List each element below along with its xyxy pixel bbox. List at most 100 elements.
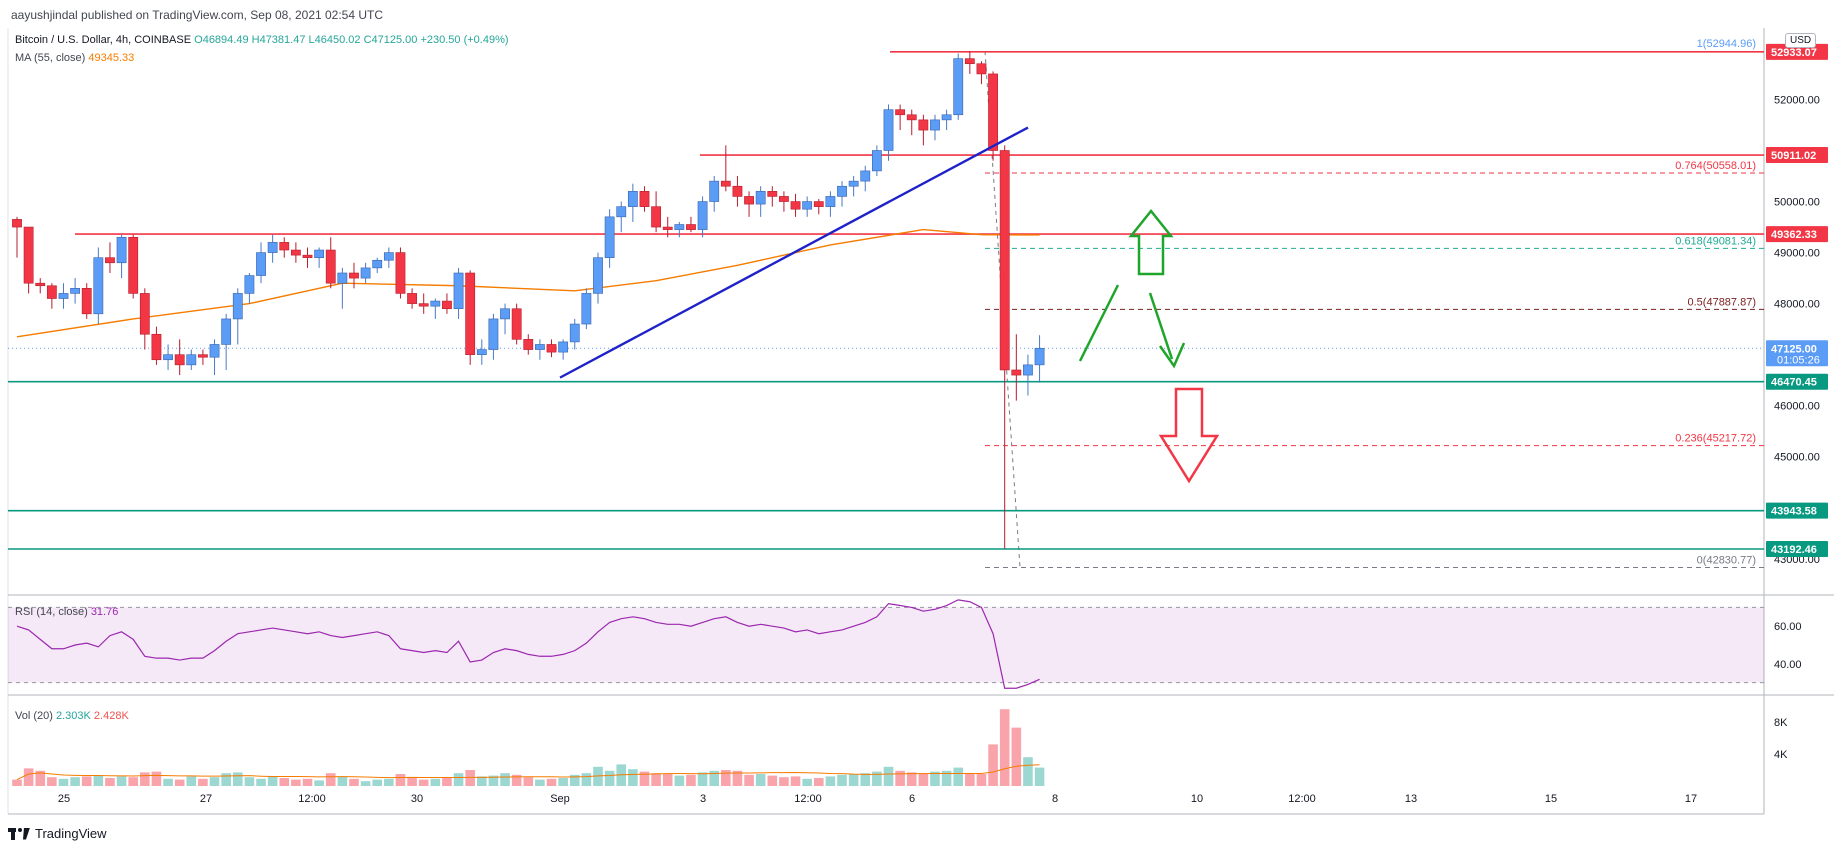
candle-body	[186, 354, 197, 366]
volume-bar	[918, 773, 929, 786]
candle-body	[256, 252, 266, 276]
candle-body	[906, 114, 917, 121]
volume-bar	[407, 777, 417, 786]
volume-bar	[558, 778, 568, 786]
green-up-arrow	[1128, 208, 1174, 276]
price-tick-label: 49000.00	[1774, 248, 1820, 260]
volume-bar	[697, 772, 708, 786]
candle-body	[383, 252, 394, 261]
candle-body	[198, 354, 208, 358]
volume-bar	[70, 777, 80, 786]
candle-body	[128, 236, 139, 294]
volume-bar	[47, 777, 57, 786]
candle-body	[349, 272, 359, 279]
candle-body	[476, 349, 487, 355]
volume-bar	[35, 770, 46, 786]
price-tag-label: 43192.46	[1771, 544, 1817, 556]
time-tick-label: 25	[58, 793, 70, 805]
volume-bar	[639, 771, 650, 786]
candle-body	[139, 293, 150, 335]
candle-body	[918, 119, 929, 131]
candle-body	[848, 180, 859, 187]
candle-body	[837, 185, 847, 197]
price-tick-label: 50000.00	[1774, 197, 1820, 209]
volume-bar	[395, 774, 406, 786]
volume-bar	[488, 775, 499, 786]
volume-bar	[140, 772, 150, 786]
volume-bar	[163, 778, 173, 786]
volume-bar	[360, 781, 371, 786]
volume-bar	[837, 774, 847, 786]
candle-body	[105, 257, 115, 264]
footer: TradingView	[8, 826, 107, 841]
candle-body	[639, 191, 650, 207]
candle-body	[221, 318, 232, 345]
candle-body	[93, 257, 104, 315]
symbol-header: Bitcoin / U.S. Dollar, 4h, COINBASE O468…	[15, 34, 509, 46]
volume-value-2: 2.428K	[93, 710, 129, 722]
time-tick-label: 17	[1685, 793, 1697, 805]
candle-body	[360, 267, 371, 279]
volume-bar	[174, 779, 185, 786]
volume-bar	[686, 774, 696, 786]
time-tick-label: 12:00	[298, 793, 326, 805]
candle-body	[686, 224, 696, 230]
candle-body	[825, 196, 836, 207]
candle-body	[627, 191, 638, 207]
price-tick-label: 48000.00	[1774, 299, 1820, 311]
tradingview-logo-icon	[8, 827, 30, 840]
candle-body	[511, 308, 522, 340]
candle-body	[325, 249, 336, 284]
candle-body	[813, 201, 824, 207]
candle-body	[744, 196, 754, 205]
volume-bar	[581, 773, 592, 786]
volume-bar	[651, 773, 661, 786]
candle-body	[279, 242, 290, 251]
candle-body	[616, 206, 627, 218]
candle-body	[569, 323, 580, 343]
candle-body	[674, 224, 685, 230]
volume-bar	[372, 779, 383, 786]
candle-body	[593, 257, 603, 294]
volume-bar	[523, 777, 534, 786]
candle-body	[453, 272, 464, 310]
volume-bar	[302, 778, 313, 786]
time-tick-label: 15	[1545, 793, 1557, 805]
candle-body	[1034, 347, 1045, 366]
price-tag-box	[1766, 541, 1828, 558]
volume-bar	[314, 780, 324, 786]
volume-bar	[23, 768, 34, 786]
candle-body	[988, 73, 998, 151]
price-tag-box	[1766, 340, 1828, 367]
volume-bar	[732, 770, 743, 786]
volume-bar	[883, 766, 894, 786]
volume-bar	[349, 778, 359, 786]
candle-body	[767, 191, 778, 197]
currency-badge[interactable]: USD	[1785, 33, 1817, 48]
volume-bar	[58, 778, 69, 786]
fib-level-label: 0.5(47887.87)	[1688, 296, 1757, 308]
candle-body	[883, 109, 894, 151]
price-tag-label: 50911.02	[1771, 150, 1816, 162]
fib-level-label: 1(52944.96)	[1697, 38, 1756, 50]
rsi-legend: RSI (14, close) 31.76	[15, 606, 118, 618]
candle-body	[163, 354, 173, 361]
volume-bar	[325, 773, 336, 786]
ma-label: MA (55, close)	[15, 52, 86, 64]
volume-bar	[674, 775, 685, 786]
volume-bar	[790, 776, 801, 786]
candle-body	[290, 249, 301, 256]
volume-bar	[93, 775, 104, 786]
candle-body	[523, 339, 534, 350]
ma55-line	[16, 228, 1040, 338]
candle-body	[70, 288, 80, 294]
volume-bar	[953, 767, 964, 786]
rsi-tick-label: 40.00	[1774, 659, 1802, 671]
candle-body	[174, 354, 185, 366]
ohlc-values: O46894.49 H47381.47 L46450.02 C47125.00 …	[194, 34, 509, 46]
fib-level-label: 0.764(50558.01)	[1675, 160, 1756, 172]
rsi-label: RSI (14, close)	[15, 606, 88, 618]
time-tick-label: 12:00	[1288, 793, 1316, 805]
candle-body	[964, 58, 975, 65]
